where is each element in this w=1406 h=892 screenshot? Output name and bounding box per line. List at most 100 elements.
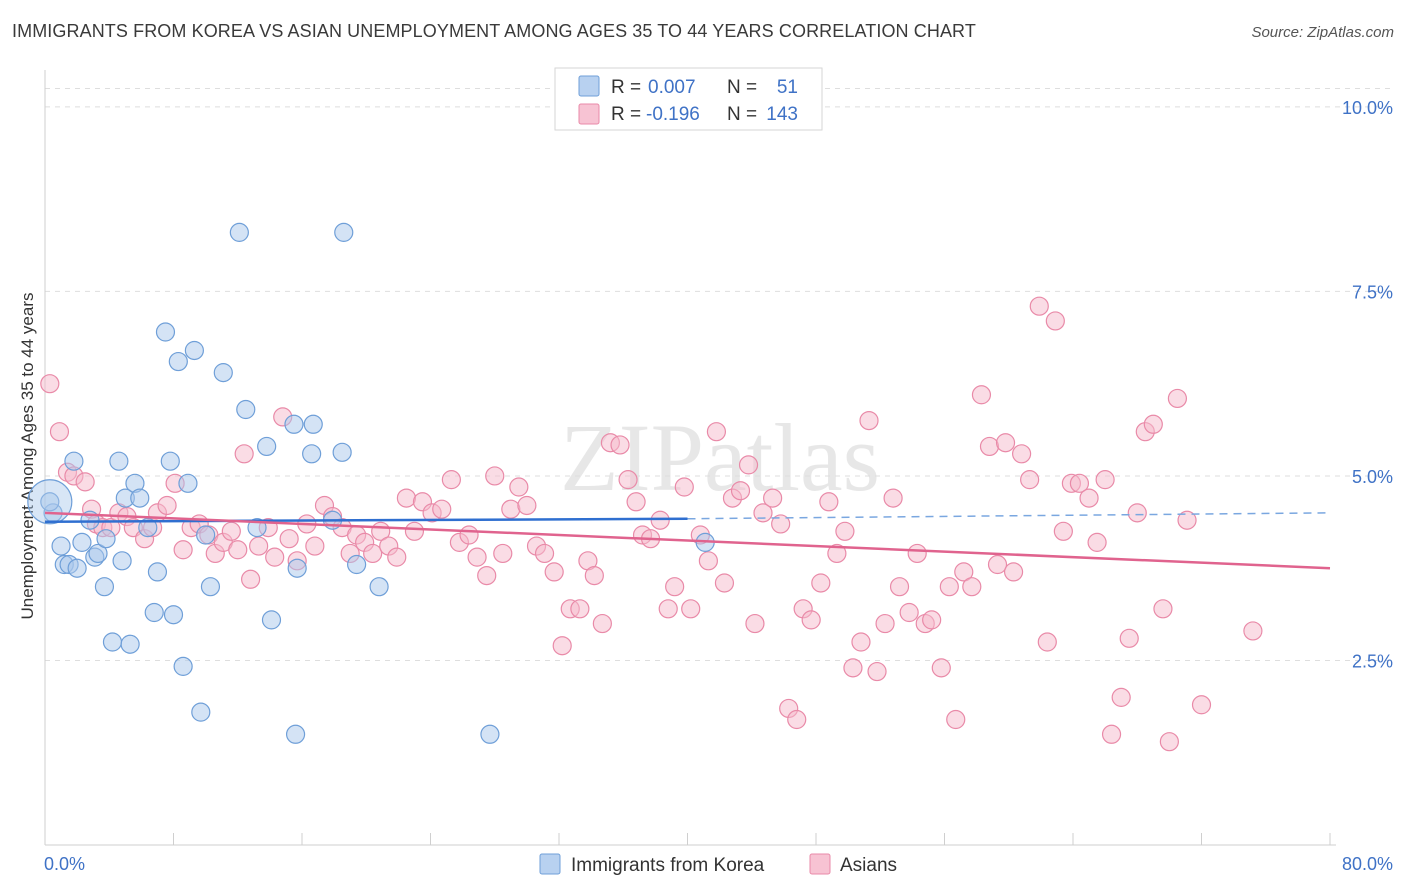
legend-series-korea-label: Immigrants from Korea — [571, 855, 765, 876]
data-point — [287, 558, 307, 578]
legend-asians-n-label: N = — [727, 104, 757, 125]
data-point — [922, 610, 942, 630]
data-point — [979, 436, 1000, 457]
legend-asians-swatch — [578, 103, 600, 125]
data-point — [178, 473, 198, 493]
data-point — [954, 562, 974, 582]
data-point — [138, 518, 158, 538]
data-point — [284, 414, 304, 434]
data-point — [144, 602, 164, 623]
data-point — [1243, 621, 1263, 641]
data-point — [157, 495, 177, 516]
data-point — [241, 569, 261, 589]
data-point — [730, 481, 751, 501]
data-point — [49, 422, 70, 442]
data-point — [40, 374, 60, 394]
data-point — [485, 466, 505, 486]
trend-lines — [44, 511, 1331, 570]
data-point — [477, 565, 497, 586]
data-point — [88, 543, 108, 564]
data-point — [665, 577, 685, 597]
data-point — [889, 577, 910, 597]
data-point — [467, 547, 487, 567]
data-point — [441, 470, 461, 490]
data-point — [249, 536, 269, 556]
data-point — [229, 222, 249, 242]
trend-line-korea — [44, 517, 688, 523]
legend-stats: R = 0.007 N = 51 R = -0.196 N = 143 — [554, 67, 823, 131]
data-point — [1191, 695, 1212, 715]
data-point — [706, 422, 727, 442]
data-point — [787, 709, 807, 730]
data-point — [1079, 488, 1099, 508]
data-point — [64, 451, 84, 471]
data-point — [1119, 628, 1139, 648]
data-point — [939, 577, 959, 597]
data-point — [72, 532, 92, 552]
data-point — [1020, 470, 1040, 490]
data-point — [626, 492, 646, 512]
data-point — [753, 503, 773, 523]
data-point — [650, 510, 670, 530]
data-point — [236, 399, 256, 420]
data-point — [714, 573, 735, 593]
data-point — [1143, 414, 1163, 434]
data-point — [592, 613, 612, 634]
chart-title: IMMIGRANTS FROM KOREA VS ASIAN UNEMPLOYM… — [12, 21, 976, 41]
data-point — [584, 565, 604, 586]
data-point — [459, 525, 479, 545]
data-point — [387, 547, 407, 567]
data-point — [334, 222, 354, 242]
y-axis-title: Unemployment Among Ages 35 to 44 years — [18, 293, 37, 620]
data-point — [1127, 503, 1147, 523]
data-point — [396, 488, 417, 508]
data-point — [995, 433, 1016, 453]
legend-korea-r-value: 0.007 — [648, 77, 696, 98]
data-point — [404, 521, 425, 541]
data-point — [570, 599, 590, 619]
y-tick-labels: 2.5% 5.0% 7.5% 10.0% — [1342, 98, 1393, 672]
data-point — [302, 444, 322, 464]
data-point — [130, 488, 150, 508]
data-point — [347, 554, 367, 575]
data-point — [899, 602, 919, 623]
legend-series: Immigrants from Korea Asians — [539, 853, 897, 876]
data-point — [1053, 521, 1073, 541]
data-point — [674, 477, 694, 497]
data-point — [285, 724, 306, 744]
data-point — [811, 573, 831, 593]
data-point — [173, 540, 193, 560]
data-point — [303, 414, 323, 434]
data-point — [745, 613, 765, 634]
x-ticks — [44, 833, 1331, 845]
data-point — [102, 632, 123, 652]
data-point — [173, 656, 193, 676]
data-point — [432, 499, 452, 519]
data-point — [681, 599, 701, 619]
data-point — [493, 543, 513, 564]
y-tick-label: 10.0% — [1342, 98, 1393, 118]
x-tick-label-min: 0.0% — [44, 854, 85, 874]
trend-line-korea-extension — [687, 512, 1331, 520]
data-point — [544, 562, 564, 582]
data-point — [363, 543, 383, 564]
data-point — [771, 514, 791, 534]
legend-series-asians-label: Asians — [840, 855, 897, 876]
data-point — [1069, 473, 1090, 493]
data-point — [279, 529, 299, 549]
data-point — [1011, 444, 1032, 464]
series-asians-points — [40, 296, 1263, 752]
y-tick-label: 7.5% — [1352, 282, 1393, 302]
legend-series-korea-swatch — [539, 853, 561, 875]
data-point — [67, 558, 87, 578]
data-point — [332, 442, 352, 462]
data-point — [738, 455, 759, 475]
data-point — [112, 551, 132, 571]
data-point — [987, 554, 1008, 575]
data-point — [552, 636, 572, 656]
data-point — [213, 363, 233, 383]
data-point — [843, 658, 863, 678]
data-point — [971, 385, 992, 405]
data-point — [1177, 510, 1197, 530]
